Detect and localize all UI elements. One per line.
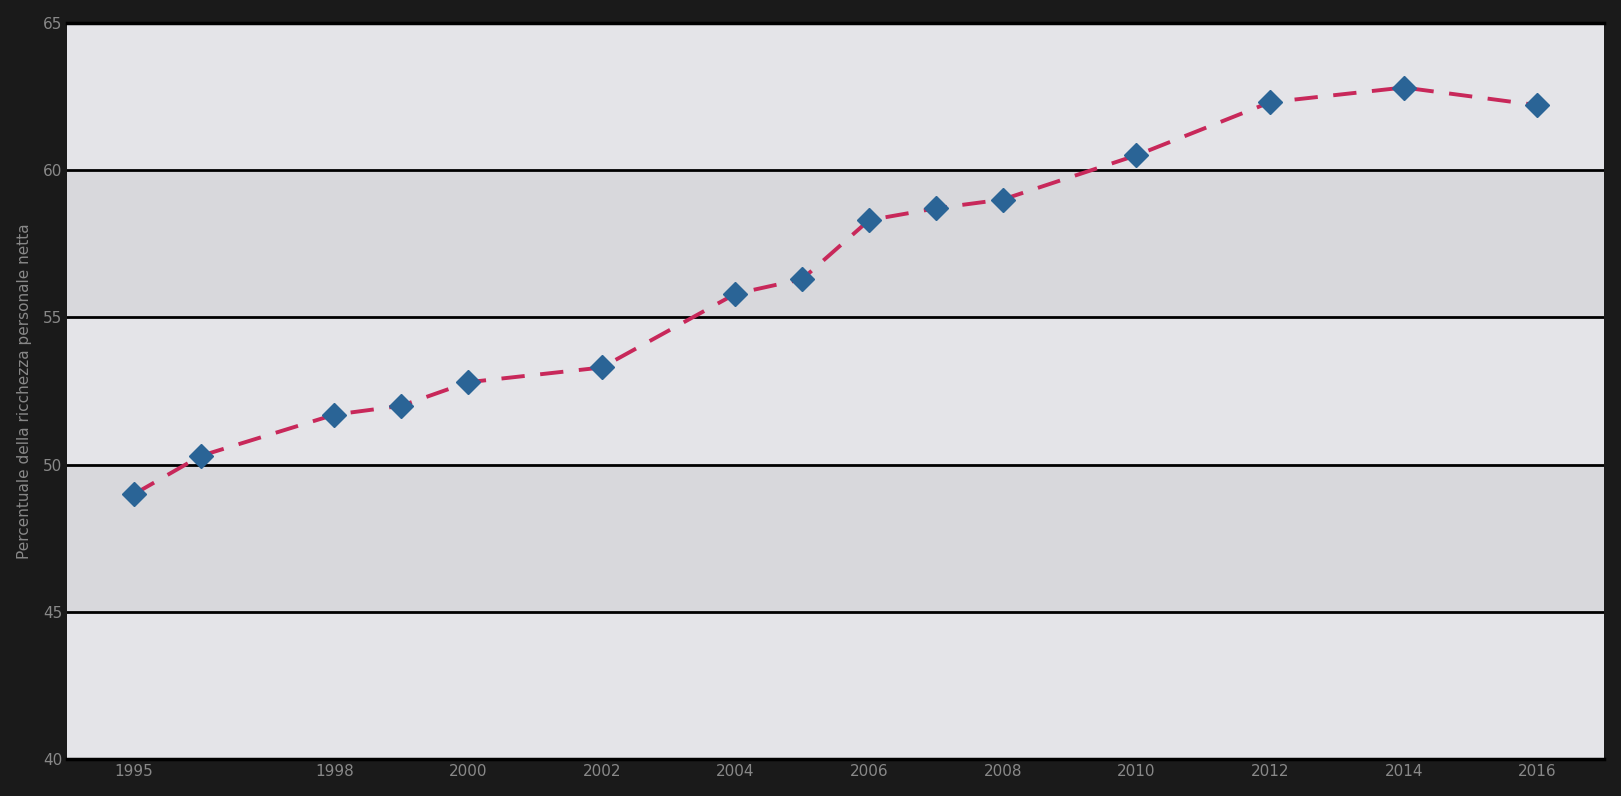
Bar [66, 22, 1605, 170]
Bar [66, 318, 1605, 465]
Bar [66, 612, 1605, 759]
Y-axis label: Percentuale della ricchezza personale netta: Percentuale della ricchezza personale ne… [16, 223, 32, 559]
Bar [66, 465, 1605, 612]
Bar [66, 170, 1605, 318]
